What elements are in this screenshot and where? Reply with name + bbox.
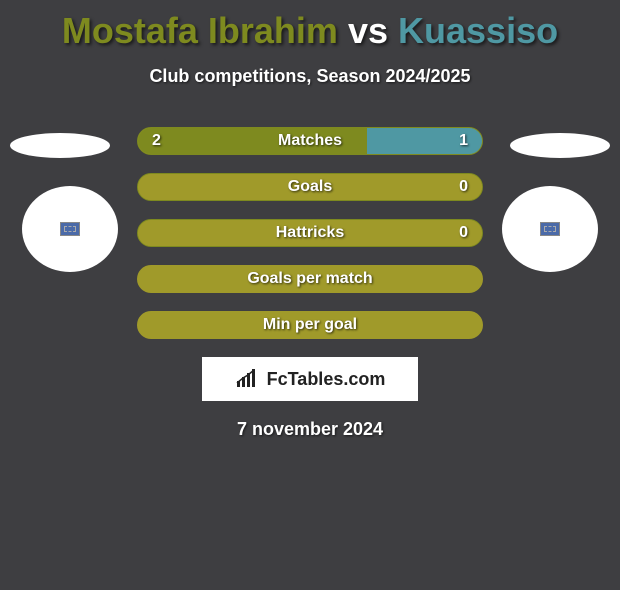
player2-club-circle xyxy=(502,186,598,272)
brand-box: FcTables.com xyxy=(202,357,418,401)
title-vs: vs xyxy=(348,10,388,51)
stat-row-matches: Matches2 1 xyxy=(137,127,483,155)
stat-value-right: 1 xyxy=(459,132,468,150)
date-label: 7 november 2024 xyxy=(0,419,620,440)
stat-label: Matches xyxy=(138,132,482,150)
brand-chart-icon xyxy=(235,369,261,389)
player1-country-ellipse xyxy=(10,133,110,158)
stat-row-hattricks: Hattricks0 xyxy=(137,219,483,247)
stat-value-right: 0 xyxy=(459,224,468,242)
player2-club-flag-icon xyxy=(540,222,560,236)
player1-club-flag-icon xyxy=(60,222,80,236)
stat-label: Goals xyxy=(138,178,482,196)
stats-bars: Matches21Goals0Hattricks0Goals per match… xyxy=(137,127,483,339)
title-player1: Mostafa Ibrahim xyxy=(62,10,338,51)
stat-value-left: 2 xyxy=(152,132,161,150)
stat-label: Hattricks xyxy=(138,224,482,242)
page-title: Mostafa Ibrahim vs Kuassiso xyxy=(0,10,620,52)
stat-label: Min per goal xyxy=(138,316,482,334)
stat-label: Goals per match xyxy=(138,270,482,288)
player2-country-ellipse xyxy=(510,133,610,158)
stat-row-min-per-goal: Min per goal xyxy=(137,311,483,339)
title-player2: Kuassiso xyxy=(398,10,558,51)
stat-value-right: 0 xyxy=(459,178,468,196)
player1-club-circle xyxy=(22,186,118,272)
brand-text: FcTables.com xyxy=(267,369,386,390)
stat-row-goals-per-match: Goals per match xyxy=(137,265,483,293)
stat-row-goals: Goals0 xyxy=(137,173,483,201)
subtitle: Club competitions, Season 2024/2025 xyxy=(0,66,620,87)
